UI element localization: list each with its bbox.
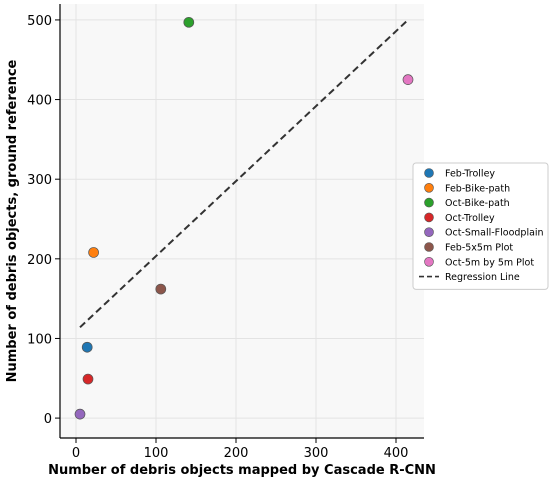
data-point — [74, 408, 86, 420]
legend-marker — [424, 168, 434, 178]
x-tick-label: 0 — [72, 446, 80, 461]
regression-line — [79, 19, 409, 329]
legend-label: Regression Line — [445, 272, 520, 283]
legend-label: Oct-Trolley — [445, 213, 495, 224]
plot-area — [60, 4, 424, 438]
y-axis-ticks: 0 100 200 300 400 500 — [27, 14, 60, 427]
legend-box — [412, 162, 549, 290]
x-tick-label: 100 — [144, 446, 169, 461]
y-tick-label: 500 — [27, 14, 52, 29]
legend-label: Feb-Trolley — [445, 169, 495, 180]
data-point — [183, 16, 195, 28]
legend-marker — [424, 197, 434, 208]
legend-marker — [424, 227, 434, 237]
x-tick-label: 400 — [384, 446, 409, 461]
legend-label: Feb-Bike-path — [445, 183, 510, 194]
legend-label: Oct-Small-Floodplain — [445, 228, 544, 239]
y-axis-label: Number of debris objects, ground referen… — [5, 59, 20, 382]
legend-label: Feb-5x5m Plot — [445, 243, 513, 254]
data-point — [82, 373, 94, 385]
data-point — [81, 341, 93, 353]
y-tick-label: 100 — [27, 332, 52, 347]
legend-marker — [424, 212, 434, 223]
y-tick-label: 0 — [44, 412, 52, 427]
data-point — [402, 74, 414, 86]
grid-lines — [60, 4, 424, 438]
y-tick-label: 400 — [27, 94, 52, 109]
legend-marker — [424, 183, 434, 193]
x-axis-label: Number of debris objects mapped by Casca… — [48, 463, 436, 478]
legend: Feb-Trolley Feb-Bike-path Oct-Bike-path Oct… — [412, 162, 549, 290]
x-tick-label: 200 — [224, 446, 249, 461]
data-points — [74, 16, 414, 420]
x-axis-ticks: 0 100 200 300 400 — [72, 438, 409, 461]
legend-label: Oct-Bike-path — [445, 198, 510, 209]
legend-label: Oct-5m by 5m Plot — [445, 257, 534, 268]
data-point — [155, 283, 167, 295]
y-tick-label: 200 — [27, 253, 52, 268]
y-tick-label: 300 — [27, 173, 52, 188]
legend-marker — [424, 256, 434, 267]
legend-marker — [424, 242, 434, 252]
x-tick-label: 300 — [304, 446, 329, 461]
data-point — [88, 247, 99, 258]
